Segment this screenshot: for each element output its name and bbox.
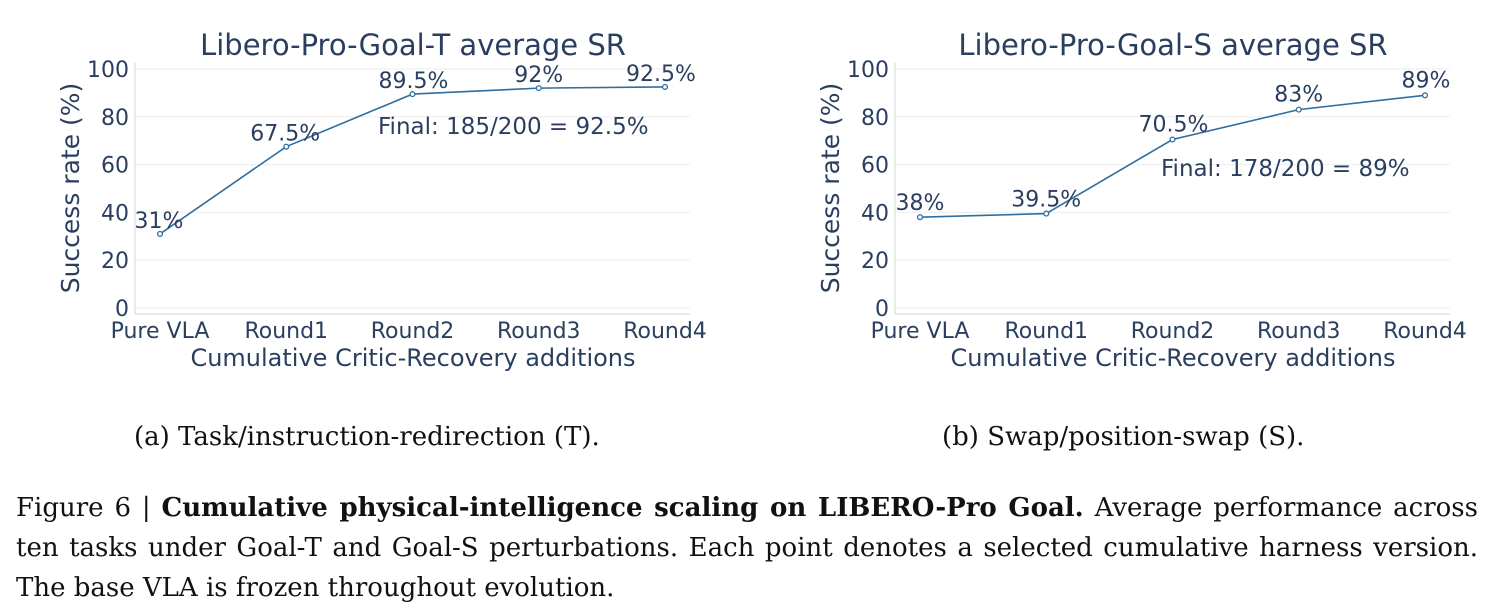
data-label: 92% [514, 63, 563, 88]
labels: 38% 39.5% 70.5% 83% 89% [896, 68, 1451, 216]
chart-goal-t: 0 20 40 60 80 100 Pure VLA Round1 Round2 Round3 Ro… [0, 0, 746, 380]
x-tick-label: Pure VLA [871, 319, 970, 344]
data-point [1043, 210, 1050, 217]
axes [134, 63, 690, 315]
y-tick-label: 100 [87, 58, 129, 83]
chart-title: Libero-Pro-Goal-S average SR [958, 28, 1387, 62]
final-annotation: Final: 178/200 = 89% [1161, 156, 1410, 182]
y-tick-label: 0 [115, 297, 129, 322]
data-label: 83% [1274, 83, 1323, 108]
chart-goal-s-svg: 0 20 40 60 80 100 Pure VLA Round1 Round2 Round3 Ro… [816, 28, 1467, 372]
x-axis-label: Cumulative Critic-Recovery additions [950, 344, 1395, 372]
y-axis-label: Success rate (%) [816, 83, 845, 294]
figure-caption-text: Average performance across ten tasks und… [16, 493, 1478, 603]
x-tick-label: Round1 [244, 319, 328, 344]
x-axis-label: Cumulative Critic-Recovery additions [190, 344, 635, 372]
data-point [661, 83, 669, 90]
x-tick-label: Round1 [1004, 319, 1088, 344]
x-tick-label: Round3 [1257, 319, 1341, 344]
data-point [156, 230, 164, 237]
y-tick-label: 80 [101, 106, 129, 131]
chart-goal-s: 0 20 40 60 80 100 Pure VLA Round1 Round2 Round3 Ro… [760, 0, 1493, 380]
data-point [1169, 136, 1176, 143]
figure-label: Figure 6 | [16, 493, 162, 523]
labels: 31% 67.5% 89.5% 92% 92.5% [135, 62, 696, 234]
data-point [283, 143, 290, 150]
x-tick-label: Round2 [1131, 319, 1215, 344]
data-label: 89% [1402, 68, 1451, 93]
data-label: 89.5% [379, 69, 449, 94]
data-point [1421, 92, 1429, 99]
subcaption-b: (b) Swap/position-swap (S). [942, 422, 1305, 452]
x-tick-label: Round4 [1383, 319, 1467, 344]
data-point [1295, 106, 1302, 113]
axes [894, 63, 1450, 315]
chart-goal-t-svg: 0 20 40 60 80 100 Pure VLA Round1 Round2 Round3 Ro… [56, 28, 707, 372]
y-axis-label: Success rate (%) [56, 83, 85, 294]
y-tick-label: 20 [861, 249, 889, 274]
y-tick-label: 100 [847, 58, 889, 83]
x-tick-label: Round3 [497, 319, 581, 344]
y-tick-label: 0 [875, 297, 889, 322]
x-tick-label: Round4 [623, 319, 707, 344]
figure-caption-bold: Cumulative physical-intelligence scaling… [161, 493, 1084, 523]
x-tick-label: Round2 [371, 319, 455, 344]
ticks: 0 20 40 60 80 100 Pure VLA Round1 Round2 Round3 Ro… [847, 58, 1467, 344]
data-label: 70.5% [1139, 113, 1209, 138]
subcaption-a: (a) Task/instruction-redirection (T). [134, 422, 600, 452]
y-tick-label: 60 [101, 154, 129, 179]
ticks: 0 20 40 60 80 100 Pure VLA Round1 Round2 Round3 Ro… [87, 58, 707, 344]
figure-caption: Figure 6 | Cumulative physical-intellige… [16, 488, 1478, 608]
grid [895, 68, 1450, 309]
y-tick-label: 40 [861, 201, 889, 226]
data-label: 38% [896, 191, 945, 216]
data-label: 67.5% [250, 122, 320, 147]
chart-title: Libero-Pro-Goal-T average SR [200, 28, 626, 62]
series-line [159, 86, 666, 235]
y-tick-label: 80 [861, 106, 889, 131]
grid [135, 68, 690, 309]
y-tick-label: 60 [861, 154, 889, 179]
data-label: 92.5% [626, 62, 696, 87]
data-point [535, 85, 542, 92]
series [916, 92, 1429, 221]
x-tick-label: Pure VLA [111, 319, 210, 344]
data-label: 31% [135, 209, 184, 234]
final-annotation: Final: 185/200 = 92.5% [378, 114, 649, 140]
data-label: 39.5% [1011, 188, 1081, 213]
data-point [916, 214, 924, 221]
data-point [409, 91, 416, 98]
y-tick-label: 40 [101, 201, 129, 226]
y-tick-label: 20 [101, 249, 129, 274]
series [156, 83, 669, 237]
